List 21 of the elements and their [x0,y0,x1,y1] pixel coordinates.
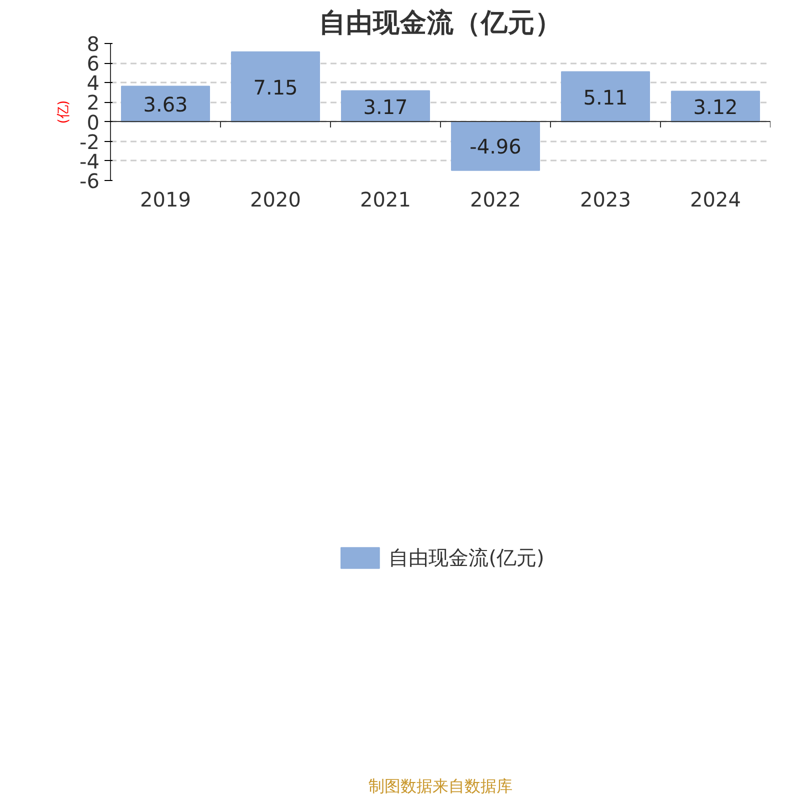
bar [451,121,540,171]
bar [561,71,650,122]
chart-title: 自由现金流（亿元） [319,8,562,38]
text: 制图数据来自数据库 [368,776,512,796]
data-label: 7.15 [253,75,298,100]
x-tick-label: 2024 [690,188,741,212]
bar [121,86,210,122]
data-label: 3.17 [363,94,408,119]
bar [231,51,320,122]
x-tick-label: 2022 [470,188,521,212]
data-label: 3.63 [143,92,188,117]
data-label: 3.12 [693,95,738,120]
x-tick-label: 2019 [140,188,191,212]
y-axis-title: (亿) [56,100,72,124]
x-tick-label: 2021 [360,188,411,212]
data-label: 5.11 [583,85,628,110]
legend-label: 自由现金流(亿元) [388,544,544,572]
x-tick-label: 2020 [250,188,301,212]
x-tick-label: 2023 [580,188,631,212]
bar [341,90,430,122]
data-label: -4.96 [470,134,522,159]
